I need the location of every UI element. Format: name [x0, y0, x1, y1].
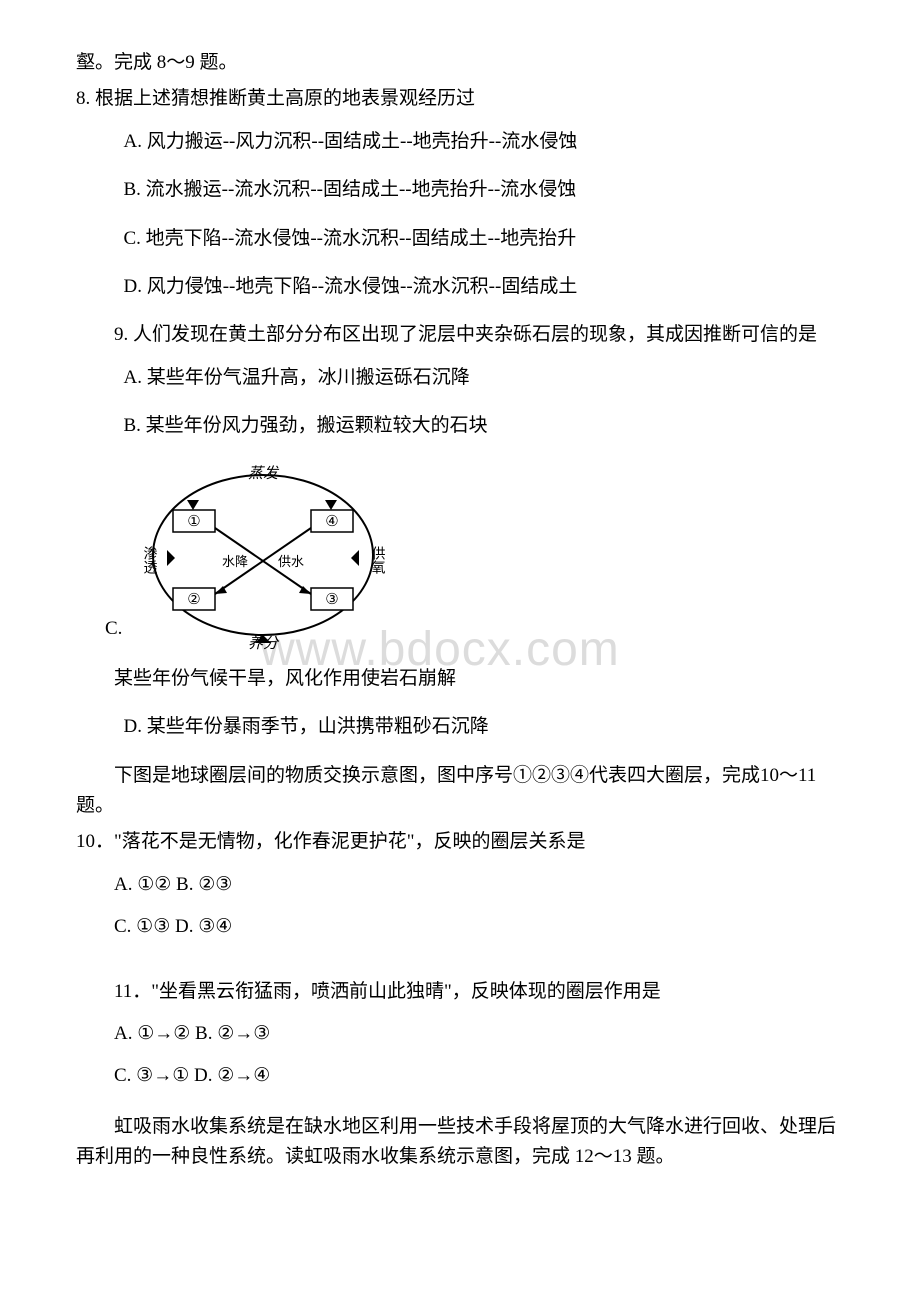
q9-stem: 9. 人们发现在黄土部分分布区出现了泥层中夹杂砾石层的现象，其成因推断可信的是	[76, 320, 844, 350]
q8-opt-b: B. 流水搬运--流水沉积--固结成土--地壳抬升--流水侵蚀	[76, 175, 844, 205]
q11-line2: C. ③→① D. ②→④	[76, 1061, 844, 1091]
q9-opt-c-rest: 某些年份气候干旱，风化作用使岩石崩解	[76, 664, 844, 694]
label-left: 渗透	[142, 546, 158, 575]
label-mid-left: 水降	[222, 554, 248, 569]
pre-q12: 虹吸雨水收集系统是在缺水地区利用一些技术手段将屋顶的大气降水进行回收、处理后再利…	[76, 1112, 844, 1173]
label-bottom: 养分	[248, 635, 280, 650]
q10-stem: 10．"落花不是无情物，化作春泥更护花"，反映的圈层关系是	[76, 827, 844, 857]
sphere-diagram: C. ① ④ ② ③ 蒸发 渗透 供氧 养分 水降 供水	[133, 460, 844, 660]
q8-stem: 8. 根据上述猜想推断黄土高原的地表景观经历过	[76, 84, 844, 114]
q9-opt-d: D. 某些年份暴雨季节，山洪携带粗砂石沉降	[76, 712, 844, 742]
pre-q10: 下图是地球圈层间的物质交换示意图，图中序号①②③④代表四大圈层，完成10～11题…	[76, 761, 844, 822]
q9-opt-c-label: C.	[105, 614, 122, 644]
node-4: ④	[325, 514, 338, 530]
q9-opt-a: A. 某些年份气温升高，冰川搬运砾石沉降	[76, 363, 844, 393]
q8-opt-a: A. 风力搬运--风力沉积--固结成土--地壳抬升--流水侵蚀	[76, 127, 844, 157]
exchange-diagram-svg: ① ④ ② ③ 蒸发 渗透 供氧 养分 水降 供水	[133, 460, 393, 650]
label-mid-right: 供水	[278, 554, 304, 569]
node-2: ②	[187, 592, 200, 608]
q10-line2: C. ①③ D. ③④	[76, 912, 844, 942]
label-right: 供氧	[370, 546, 386, 574]
q8-opt-d: D. 风力侵蚀--地壳下陷--流水侵蚀--流水沉积--固结成土	[76, 272, 844, 302]
q10-line1: A. ①② B. ②③	[76, 870, 844, 900]
document-content: 壑。完成 8～9 题。 8. 根据上述猜想推断黄土高原的地表景观经历过 A. 风…	[76, 48, 844, 1173]
node-3: ③	[325, 592, 338, 608]
intro-line: 壑。完成 8～9 题。	[76, 48, 844, 78]
q8-opt-c: C. 地壳下陷--流水侵蚀--流水沉积--固结成土--地壳抬升	[76, 224, 844, 254]
q9-opt-b: B. 某些年份风力强劲，搬运颗粒较大的石块	[76, 411, 844, 441]
node-1: ①	[187, 514, 200, 530]
q11-stem: 11．"坐看黑云衔猛雨，喷洒前山此独晴"，反映体现的圈层作用是	[76, 977, 844, 1007]
label-top: 蒸发	[248, 465, 280, 482]
q11-line1: A. ①→② B. ②→③	[76, 1019, 844, 1049]
